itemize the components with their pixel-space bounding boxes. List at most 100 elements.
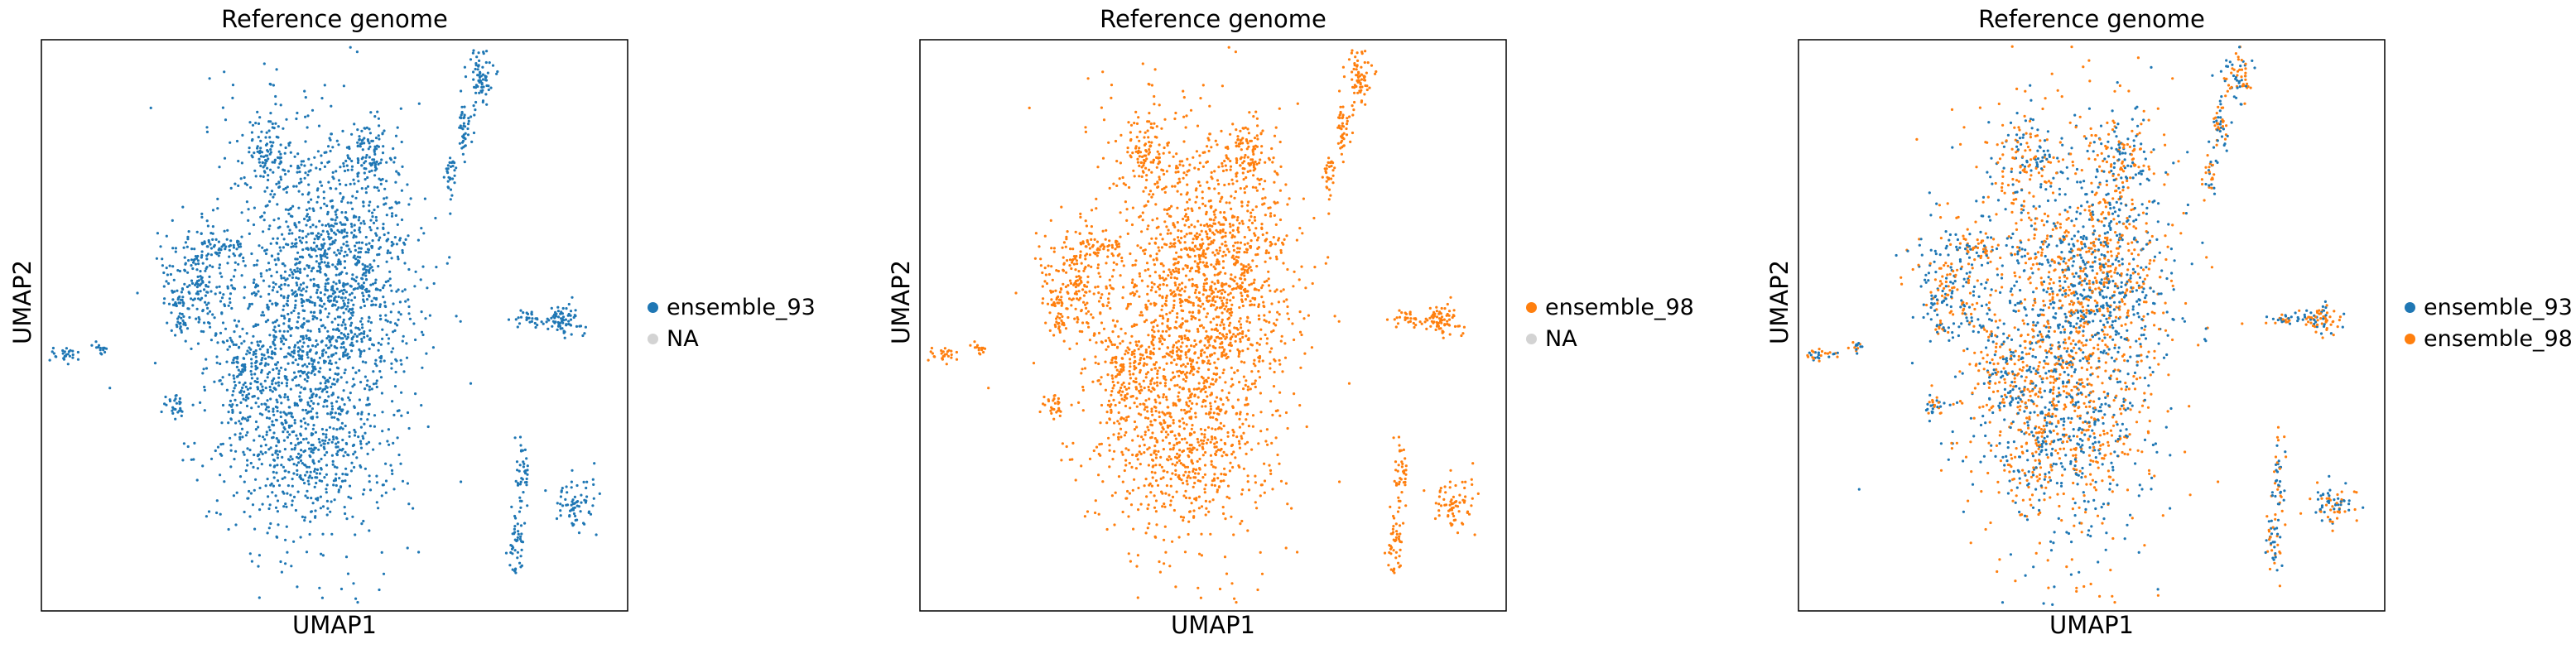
cell-point (474, 108, 477, 112)
cell-point (1269, 400, 1273, 403)
cell-point (1237, 256, 1240, 259)
cell-point (1124, 387, 1128, 391)
cell-point (1197, 206, 1201, 209)
cell-point (1129, 560, 1132, 563)
cell-point (1097, 331, 1101, 334)
cell-point (340, 289, 344, 292)
cell-point (379, 354, 383, 358)
cell-point (346, 244, 349, 248)
cell-point (1154, 453, 1158, 456)
cell-point (206, 252, 210, 256)
cell-point (292, 540, 296, 543)
cell-point (200, 282, 203, 286)
cell-point (289, 493, 292, 497)
cell-point (317, 361, 320, 364)
cell-point (269, 141, 272, 144)
cell-point (331, 292, 335, 296)
cell-point (164, 395, 167, 399)
cell-point (520, 540, 523, 543)
cell-point (587, 511, 590, 515)
cell-point (228, 297, 232, 300)
cell-point (598, 492, 601, 496)
cell-point (355, 262, 359, 265)
cell-point (1254, 379, 1257, 382)
cell-point (1168, 311, 1172, 315)
cell-point (259, 147, 262, 150)
cell-point (1259, 550, 1262, 555)
cell-point (1234, 339, 1237, 343)
cell-point (425, 352, 428, 355)
cell-point (201, 464, 205, 468)
cell-point (100, 353, 104, 356)
cell-point (256, 150, 259, 153)
cell-point (353, 428, 356, 432)
cell-point (292, 430, 296, 434)
cell-point (242, 383, 245, 387)
cell-point (1201, 447, 1205, 450)
cell-point (1211, 231, 1215, 234)
cell-point (359, 446, 364, 449)
cell-point (238, 335, 242, 339)
cell-point (1298, 330, 1302, 334)
cell-point (420, 310, 423, 314)
cell-point (256, 340, 259, 344)
cell-point (279, 152, 282, 156)
cell-point (1138, 295, 1141, 298)
cell-point (274, 335, 277, 339)
cell-point (1202, 382, 1206, 385)
cell-point (300, 163, 303, 166)
cell-point (331, 146, 335, 149)
cell-point (1068, 458, 1071, 461)
cell-point (272, 476, 276, 479)
cell-point (252, 324, 255, 328)
cell-point (181, 312, 184, 316)
cell-point (1198, 248, 1201, 251)
cell-point (370, 387, 373, 391)
cell-point (333, 416, 336, 419)
cell-point (1221, 351, 1224, 354)
cell-point (338, 477, 341, 480)
cell-point (289, 455, 292, 459)
cell-point (76, 350, 79, 354)
cell-point (321, 354, 325, 358)
cell-point (371, 269, 374, 272)
cell-point (309, 470, 312, 474)
cell-point (508, 564, 512, 567)
cell-point (274, 405, 277, 409)
cell-point (1273, 370, 1276, 374)
cell-point (536, 324, 539, 327)
cell-point (1231, 383, 1235, 387)
cell-point (253, 278, 256, 281)
cell-point (365, 278, 368, 281)
cell-point (330, 344, 333, 347)
cell-point (1247, 200, 1250, 204)
cell-point (261, 345, 264, 349)
cell-point (295, 245, 298, 248)
cell-point (518, 435, 522, 439)
cell-point (293, 419, 296, 422)
cell-point (1233, 235, 1236, 238)
cell-point (383, 284, 386, 287)
cell-point (209, 325, 212, 329)
cell-point (1249, 169, 1252, 172)
cell-point (1225, 310, 1229, 313)
cell-point (421, 265, 425, 268)
cell-point (1204, 405, 1207, 408)
cell-point (1218, 587, 1222, 591)
cell-point (1190, 248, 1193, 252)
cell-point (286, 299, 289, 303)
cell-point (282, 322, 286, 325)
cell-point (1153, 182, 1157, 185)
cell-point (315, 234, 318, 238)
cell-point (272, 351, 277, 354)
cell-point (1101, 304, 1105, 308)
cell-point (285, 421, 288, 424)
cell-point (1081, 288, 1085, 291)
cell-point (1133, 323, 1136, 326)
cell-point (299, 474, 302, 478)
cell-point (290, 424, 293, 428)
cell-point (229, 292, 233, 296)
cell-point (1302, 197, 1305, 200)
cell-point (296, 267, 299, 270)
cell-point (342, 311, 345, 315)
